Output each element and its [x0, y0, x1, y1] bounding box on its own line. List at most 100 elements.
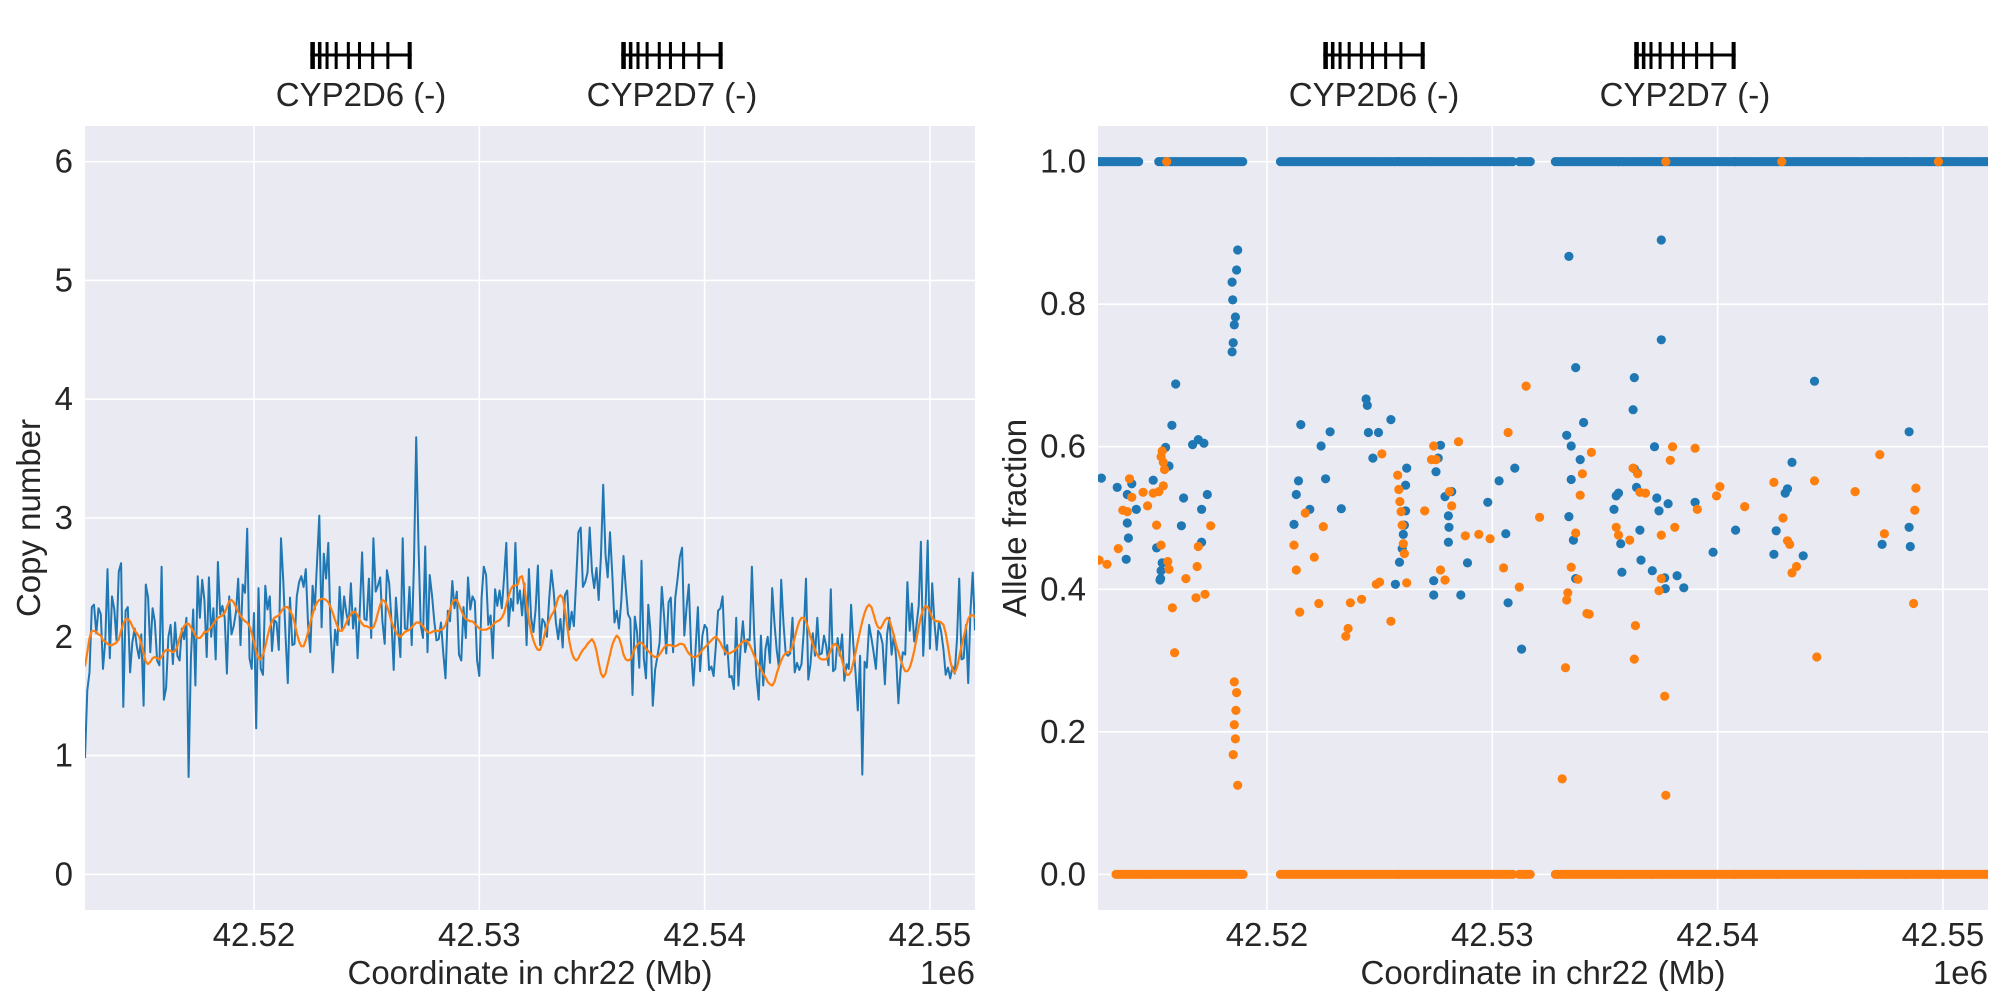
allele-2-point: [1138, 487, 1148, 497]
gene-exon: [357, 42, 362, 69]
allele-1-point: [1663, 499, 1673, 509]
allele-2-point: [1575, 490, 1585, 500]
allele-1-point: [1575, 455, 1585, 465]
allele-1-point: [1325, 427, 1335, 437]
gene-exon: [317, 42, 322, 69]
allele-2-point: [1499, 563, 1509, 573]
allele-2-point: [1769, 477, 1779, 487]
allele-1-point: [1904, 427, 1914, 437]
allele-2-point: [1692, 504, 1702, 514]
allele-2-point: [1660, 691, 1670, 701]
allele-1-point: [1296, 420, 1306, 430]
smoothed-copy-number-line: [85, 575, 975, 687]
gene-exon: [1384, 42, 1388, 69]
allele-2-point: [1233, 780, 1243, 790]
allele-2-point: [1399, 549, 1409, 559]
copy-number-x-offset-label: 1e6: [920, 954, 975, 991]
allele-1-point: [1782, 484, 1793, 494]
copy-number-x-tick-label: 42.53: [438, 916, 521, 953]
allele-2-point: [1124, 474, 1135, 484]
allele-2-point: [1229, 720, 1239, 730]
allele-1-point: [1517, 644, 1527, 654]
allele-1-point: [1316, 441, 1326, 451]
allele-1-point: [1289, 519, 1299, 530]
allele-2-point: [1850, 487, 1860, 497]
allele-2-point: [1566, 562, 1576, 572]
allele-2-point: [1629, 654, 1639, 664]
allele-1-point: [1571, 363, 1581, 373]
gene-exon: [718, 42, 723, 69]
allele-1-point: [1690, 497, 1700, 507]
allele-1-point: [1456, 590, 1466, 600]
allele-2-point: [1785, 539, 1795, 550]
allele-2-point: [1630, 621, 1640, 631]
allele-2-point: [1192, 561, 1202, 572]
copy-number-y-tick-label: 4: [55, 380, 73, 417]
gene-exon: [1338, 42, 1342, 69]
allele-1-point: [1679, 583, 1689, 593]
gene-exon: [334, 42, 338, 69]
allele-2-point: [1357, 594, 1367, 604]
allele-2-point: [1193, 541, 1203, 552]
gene-exon: [325, 42, 329, 69]
allele-2-point: [1375, 577, 1385, 587]
allele-2-point: [1584, 609, 1594, 619]
gene-exon: [621, 42, 626, 69]
allele-1-point: [1629, 373, 1639, 383]
allele-1-point: [1501, 529, 1511, 539]
allele-fraction-y-tick-labels: 0.0 0.2 0.4 0.6 0.8 1.0: [1040, 143, 1086, 893]
allele-2-point: [1791, 561, 1802, 572]
allele-1-point: [1617, 567, 1627, 577]
allele-1-point: [1402, 463, 1412, 473]
allele-1-point: [1156, 574, 1166, 584]
allele-1-point: [1672, 571, 1682, 581]
allele-1-point: [1647, 566, 1657, 576]
allele-1-point: [1176, 521, 1186, 531]
allele-2-point: [1577, 469, 1587, 479]
allele-2-point: [1314, 598, 1324, 609]
allele-1-point: [1905, 541, 1915, 552]
allele-2-point: [1661, 157, 1671, 167]
allele-2-point: [1232, 688, 1242, 698]
allele-2-point: [1206, 521, 1216, 531]
allele-1-point: [1562, 430, 1572, 440]
allele-1-point: [1443, 537, 1453, 547]
allele-2-point: [1778, 513, 1788, 523]
allele-2-point: [1158, 481, 1168, 491]
gene-exon: [1420, 42, 1425, 69]
allele-1-point: [1508, 157, 1518, 167]
copy-number-y-tick-label: 6: [55, 143, 73, 180]
allele-2-point: [1812, 652, 1822, 662]
allele-2-point: [1503, 427, 1513, 438]
allele-1-point: [1635, 525, 1645, 535]
allele-1-point: [1233, 245, 1243, 255]
copy-number-x-tick-label: 42.54: [663, 916, 746, 953]
allele-2-point: [1122, 507, 1132, 517]
allele-1-point: [1238, 157, 1248, 167]
allele-fraction-gene-track: CYP2D6 (-) CYP2D7 (-): [1289, 42, 1770, 113]
allele-2-point: [1460, 531, 1470, 541]
allele-1-point: [1398, 529, 1408, 540]
allele-1-point: [1232, 265, 1242, 275]
allele-1-point: [1401, 480, 1411, 490]
allele-2-point: [1228, 750, 1238, 760]
allele-1-point: [1443, 511, 1453, 521]
allele-2-point: [1521, 381, 1531, 391]
allele-1-point: [1197, 504, 1207, 514]
allele-2-point: [1102, 559, 1112, 569]
allele-fraction-y-axis-label: Allele fraction: [996, 419, 1033, 617]
allele-2-point: [1809, 476, 1820, 486]
copy-number-y-tick-label: 3: [55, 499, 73, 536]
allele-1-point: [1229, 320, 1239, 330]
allele-1-point: [1394, 557, 1405, 567]
allele-2-point: [1879, 529, 1889, 539]
allele-2-point: [1571, 528, 1581, 538]
allele-1-point: [1769, 549, 1779, 559]
allele-2-point: [1295, 607, 1305, 617]
allele-2-point: [1711, 491, 1722, 501]
allele-2-point: [1665, 455, 1675, 465]
allele-fraction-x-offset-label: 1e6: [1933, 954, 1988, 991]
allele-1-point: [1098, 473, 1106, 483]
allele-1-point: [1613, 488, 1624, 498]
